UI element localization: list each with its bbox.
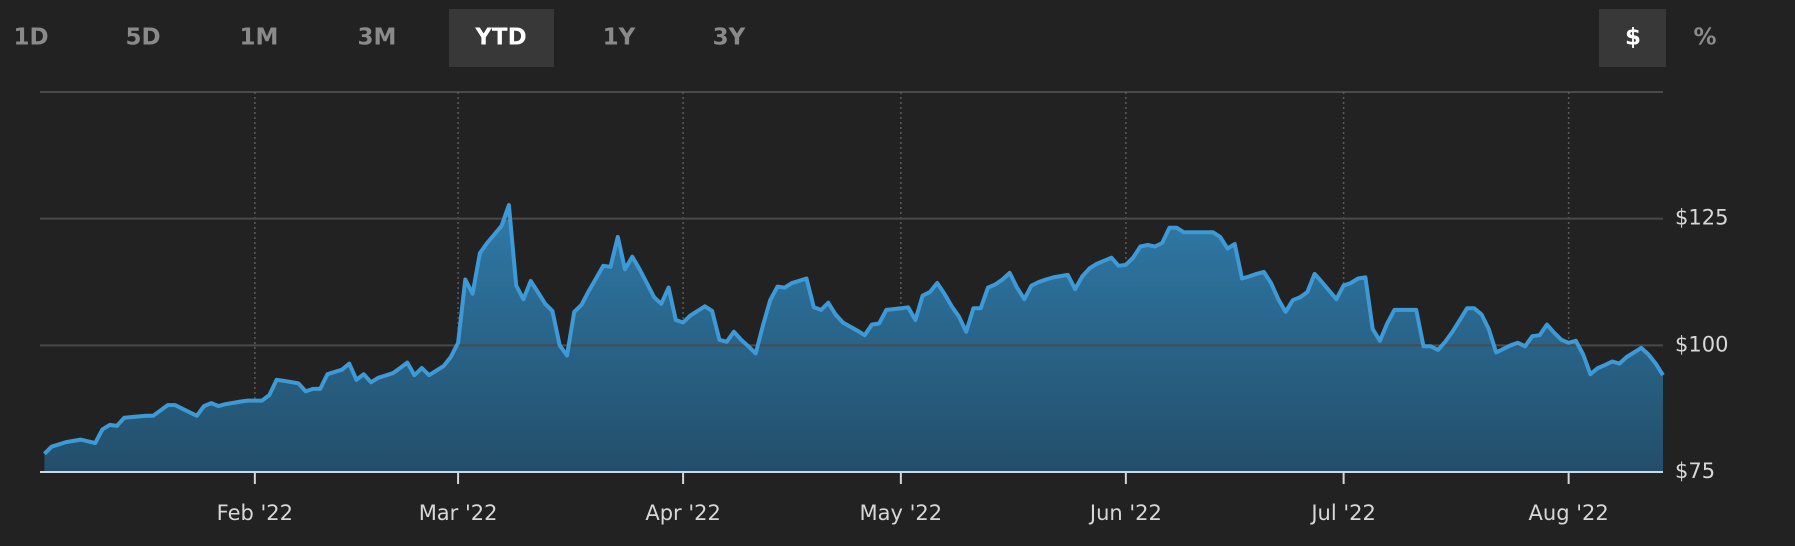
x-tick-label: May '22	[860, 501, 943, 525]
tab-highlight	[449, 9, 554, 67]
range-tab[interactable]: 1M	[240, 25, 279, 51]
x-tick-label: Jul '22	[1309, 501, 1376, 525]
range-tab[interactable]: 1Y	[603, 25, 636, 51]
area-fill	[44, 205, 1663, 472]
x-tick-label: Mar '22	[419, 501, 498, 525]
unit-toggle[interactable]: %	[1693, 25, 1716, 51]
range-tab[interactable]: 5D	[125, 25, 160, 51]
x-tick-label: Jun '22	[1088, 501, 1162, 525]
y-tick-label: $75	[1675, 459, 1715, 483]
range-tab[interactable]: YTD	[474, 25, 526, 51]
range-tab[interactable]: 1D	[13, 25, 48, 51]
price-line	[42, 203, 1665, 456]
range-tab[interactable]: 3Y	[713, 25, 746, 51]
unit-toggle[interactable]: $	[1625, 25, 1641, 51]
x-tick-label: Aug '22	[1529, 501, 1609, 525]
y-tick-label: $125	[1675, 206, 1728, 230]
x-tick-label: Apr '22	[645, 501, 721, 525]
unit-highlight	[1599, 9, 1666, 67]
x-tick-label: Feb '22	[217, 501, 293, 525]
range-tab[interactable]: 3M	[358, 25, 397, 51]
y-tick-label: $100	[1675, 332, 1728, 356]
